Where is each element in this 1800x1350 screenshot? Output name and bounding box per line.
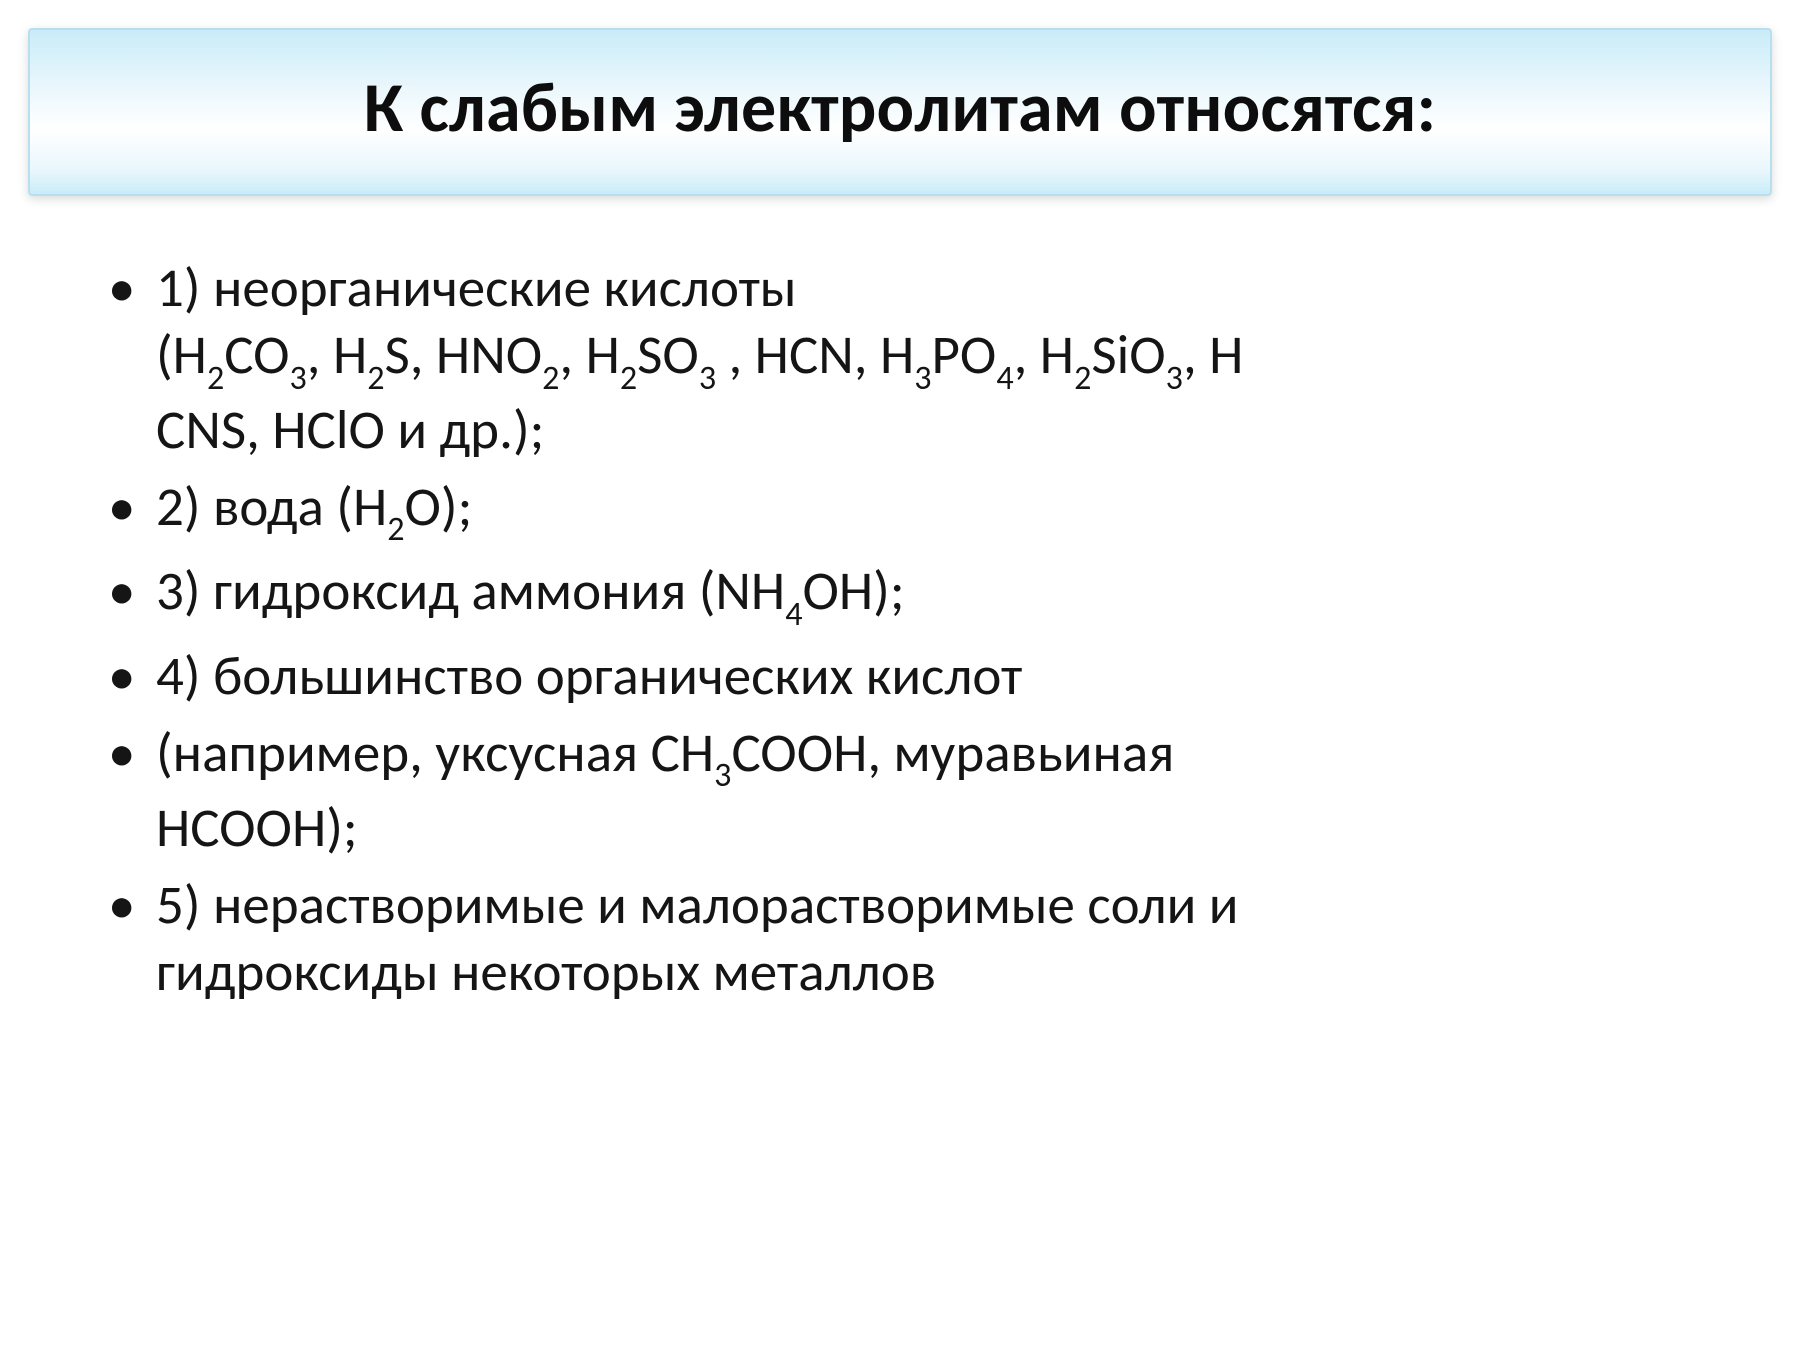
bullet-list: 1) неорганические кислоты(H2CO3, H2S, HN… [100,254,1700,1005]
list-item: 2) вода (H2O); [100,473,1700,548]
list-item: (например, уксусная CH3COOH, муравьинаяH… [100,719,1700,861]
content-area: 1) неорганические кислоты(H2CO3, H2S, HN… [28,196,1772,1005]
list-item: 4) большинство органических кислот [100,642,1700,709]
list-item: 5) нерастворимые и малорастворимые соли … [100,871,1700,1005]
list-item: 3) гидроксид аммония (NH4OH); [100,557,1700,632]
list-item: 1) неорганические кислоты(H2CO3, H2S, HN… [100,254,1700,463]
slide-title: К слабым электролитам относятся: [70,64,1730,150]
slide: К слабым электролитам относятся: 1) неор… [0,0,1800,1350]
title-box: К слабым электролитам относятся: [28,28,1772,196]
